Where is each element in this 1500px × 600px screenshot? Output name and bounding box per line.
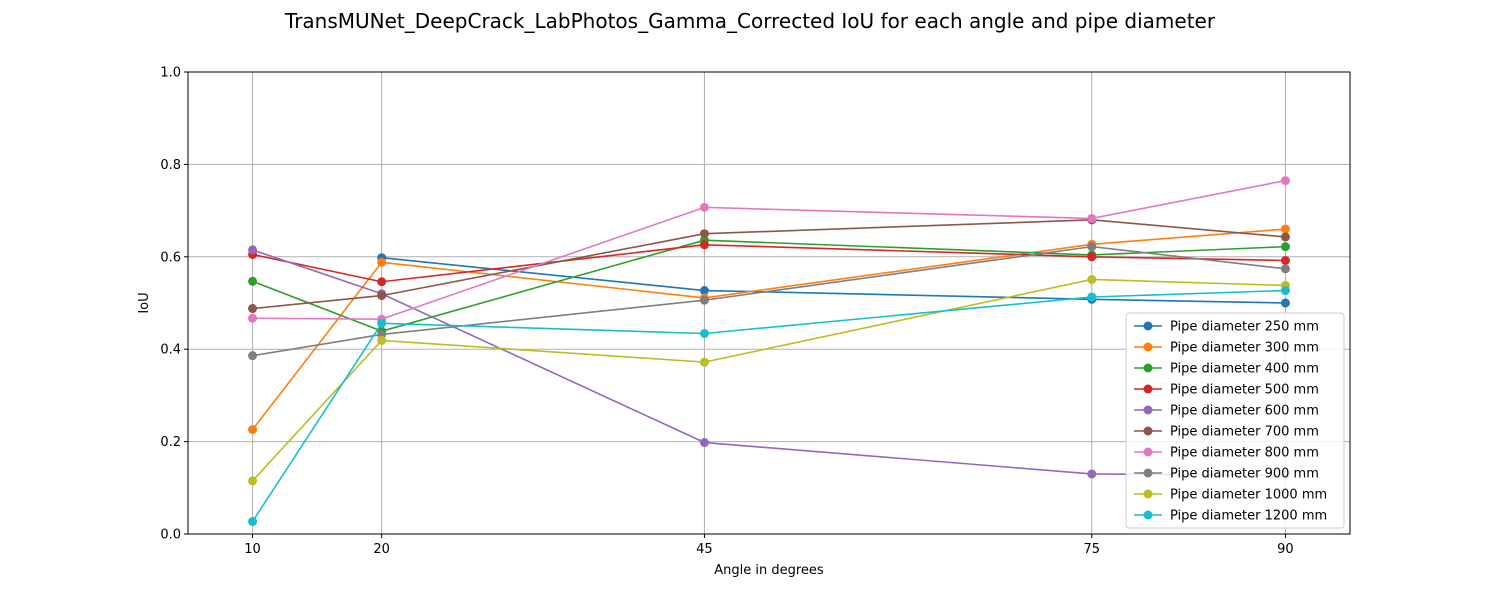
series-8 [248,274,1290,486]
data-point [699,202,709,212]
data-point [248,517,258,527]
legend-item: Pipe diameter 500 mm [1134,383,1319,398]
legend-marker [1143,426,1153,436]
data-point [377,291,387,301]
data-point [699,229,709,239]
data-point [1280,242,1290,252]
data-point [699,295,709,305]
data-point [1087,213,1097,223]
data-point [248,245,258,255]
legend-box [1125,312,1345,529]
data-point [248,304,258,314]
legend-item: Pipe diameter 800 mm [1134,446,1319,461]
data-point [1280,298,1290,308]
data-point [1087,292,1097,302]
series-3 [248,240,1290,287]
data-point [377,335,387,345]
series-9 [248,286,1290,527]
legend-marker [1143,510,1153,520]
legend-marker [1143,447,1153,457]
legend-label: Pipe diameter 800 mm [1170,446,1319,461]
data-point [248,476,258,486]
series-line [252,179,1286,320]
y-tick-label: 0.0 [160,528,181,543]
data-point [699,357,709,367]
legend-item: Pipe diameter 250 mm [1134,320,1319,335]
data-point [1280,255,1290,265]
chart-title: TransMUNet_DeepCrack_LabPhotos_Gamma_Cor… [284,9,1216,33]
data-point [248,276,258,286]
data-point [699,286,709,296]
legend-label: Pipe diameter 900 mm [1170,467,1319,482]
legend-label: Pipe diameter 300 mm [1170,341,1319,356]
x-tick-label: 45 [696,542,713,557]
legend-marker [1143,489,1153,499]
x-tick-label: 75 [1084,542,1101,557]
data-point [1280,224,1290,234]
data-point [377,318,387,328]
y-tick-label: 0.4 [160,343,181,358]
legend-label: Pipe diameter 700 mm [1170,425,1319,440]
legend-label: Pipe diameter 1000 mm [1170,488,1327,503]
y-axis-label: IoU [137,292,152,313]
data-point [1280,232,1290,242]
series-line [381,256,1286,304]
data-point [1280,176,1290,186]
legend: Pipe diameter 250 mm Pipe diameter 300 mm… [1125,312,1345,529]
legend-item: Pipe diameter 1200 mm [1134,509,1327,524]
legend-item: Pipe diameter 700 mm [1134,425,1319,440]
data-point [699,328,709,338]
series-7 [248,242,1290,361]
data-point [248,313,258,323]
y-tick-label: 0.2 [160,435,181,450]
legend-marker [1143,363,1153,373]
data-point [699,438,709,448]
legend-item: Pipe diameter 400 mm [1134,362,1319,377]
data-point [1087,274,1097,284]
legend-marker [1143,321,1153,331]
x-tick-label: 90 [1277,542,1294,557]
legend-marker [1143,342,1153,352]
data-point [1087,469,1097,479]
y-tick-label: 1.0 [160,66,181,81]
legend-item: Pipe diameter 600 mm [1134,404,1319,419]
series-5 [248,215,1290,314]
plot-frame [187,71,1351,535]
legend-item: Pipe diameter 1000 mm [1134,488,1327,503]
y-tick-label: 0.8 [160,158,181,173]
legend-label: Pipe diameter 600 mm [1170,404,1319,419]
data-point [699,240,709,250]
legend-item: Pipe diameter 300 mm [1134,341,1319,356]
data-point [377,257,387,267]
legend-marker [1143,405,1153,415]
data-point [248,351,258,361]
x-axis-label: Angle in degrees [714,563,824,578]
legend-label: Pipe diameter 250 mm [1170,320,1319,335]
legend-label: Pipe diameter 500 mm [1170,383,1319,398]
legend-marker [1143,384,1153,394]
data-point [248,425,258,435]
legend-label: Pipe diameter 400 mm [1170,362,1319,377]
data-point [1280,264,1290,274]
x-tick-label: 20 [373,542,390,557]
ticks: 10 20 45 75 90 0.0 0.2 0.4 0.6 0.8 1.0 [160,66,1293,558]
data-point [1087,242,1097,252]
series-6 [248,176,1290,324]
data-point [1087,252,1097,262]
legend-label: Pipe diameter 1200 mm [1170,509,1327,524]
x-tick-label: 10 [244,542,261,557]
data-point [377,277,387,287]
legend-marker [1143,468,1153,478]
series-group [248,176,1290,527]
legend-item: Pipe diameter 900 mm [1134,467,1319,482]
y-tick-label: 0.6 [160,250,181,265]
data-point [1280,286,1290,296]
